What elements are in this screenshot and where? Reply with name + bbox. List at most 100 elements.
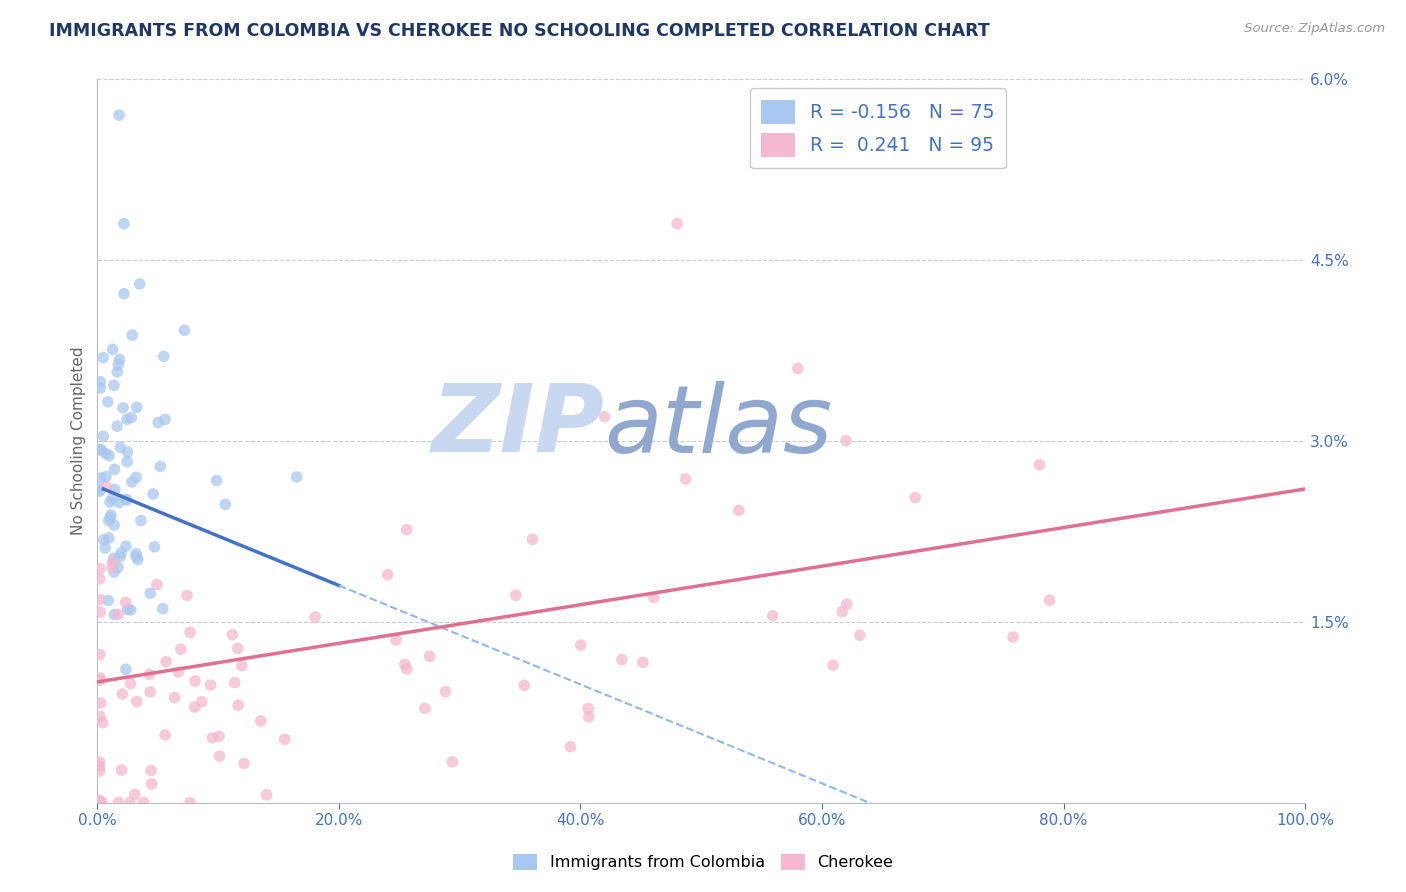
Point — [127, 552, 149, 566]
Point — [226, 698, 249, 713]
Legend: R = -0.156   N = 75, R =  0.241   N = 95: R = -0.156 N = 75, R = 0.241 N = 95 — [751, 88, 1005, 169]
Point — [173, 323, 195, 337]
Point — [831, 605, 853, 619]
Point — [170, 642, 193, 657]
Point — [117, 602, 139, 616]
Point — [110, 549, 132, 564]
Point — [111, 687, 134, 701]
Point — [91, 351, 114, 365]
Point — [163, 690, 186, 705]
Point — [208, 749, 231, 764]
Point — [593, 409, 616, 424]
Point — [91, 715, 114, 730]
Point — [249, 714, 271, 728]
Point — [666, 217, 689, 231]
Point — [560, 739, 582, 754]
Point — [208, 730, 231, 744]
Text: atlas: atlas — [605, 381, 832, 472]
Point — [233, 756, 256, 771]
Point — [139, 685, 162, 699]
Point — [167, 665, 190, 679]
Point — [153, 412, 176, 426]
Point — [94, 541, 117, 555]
Point — [114, 595, 136, 609]
Point — [89, 671, 111, 685]
Point — [138, 667, 160, 681]
Point — [1039, 593, 1062, 607]
Point — [112, 286, 135, 301]
Point — [101, 555, 124, 569]
Point — [152, 601, 174, 615]
Point — [101, 491, 124, 506]
Point — [107, 560, 129, 574]
Point — [115, 493, 138, 508]
Point — [115, 412, 138, 426]
Point — [441, 755, 464, 769]
Text: Source: ZipAtlas.com: Source: ZipAtlas.com — [1244, 22, 1385, 36]
Point — [823, 658, 845, 673]
Point — [114, 492, 136, 507]
Point — [176, 588, 198, 602]
Point — [94, 469, 117, 483]
Point — [112, 217, 135, 231]
Point — [762, 608, 785, 623]
Point — [103, 551, 125, 566]
Point — [120, 676, 142, 690]
Point — [107, 607, 129, 622]
Point — [395, 662, 418, 676]
Point — [139, 586, 162, 600]
Point — [385, 632, 408, 647]
Point — [100, 508, 122, 522]
Point — [205, 474, 228, 488]
Point — [103, 378, 125, 392]
Point — [643, 591, 665, 605]
Point — [101, 560, 124, 574]
Point — [115, 539, 138, 553]
Point — [103, 556, 125, 570]
Point — [231, 658, 253, 673]
Point — [93, 429, 115, 443]
Point — [1028, 458, 1050, 472]
Point — [89, 759, 111, 773]
Point — [221, 628, 243, 642]
Point — [89, 764, 111, 778]
Point — [631, 655, 654, 669]
Point — [125, 401, 148, 415]
Point — [285, 470, 308, 484]
Point — [121, 328, 143, 343]
Point — [89, 796, 111, 810]
Point — [89, 482, 111, 496]
Point — [104, 483, 127, 497]
Text: ZIP: ZIP — [432, 380, 605, 472]
Point — [105, 365, 128, 379]
Point — [98, 510, 121, 524]
Point — [728, 503, 751, 517]
Point — [103, 518, 125, 533]
Point — [89, 592, 111, 607]
Point — [413, 701, 436, 715]
Point — [103, 565, 125, 579]
Point — [569, 638, 592, 652]
Point — [183, 700, 205, 714]
Point — [89, 375, 111, 389]
Point — [89, 796, 111, 810]
Point — [118, 796, 141, 810]
Point — [94, 447, 117, 461]
Point — [141, 777, 163, 791]
Point — [142, 487, 165, 501]
Point — [89, 561, 111, 575]
Point — [89, 793, 111, 807]
Point — [578, 710, 600, 724]
Point — [117, 445, 139, 459]
Point — [120, 410, 142, 425]
Point — [226, 641, 249, 656]
Point — [111, 401, 134, 415]
Point — [89, 572, 111, 586]
Point — [108, 352, 131, 367]
Point — [184, 674, 207, 689]
Point — [395, 523, 418, 537]
Point — [153, 728, 176, 742]
Point — [89, 442, 111, 457]
Point — [224, 675, 246, 690]
Point — [434, 684, 457, 698]
